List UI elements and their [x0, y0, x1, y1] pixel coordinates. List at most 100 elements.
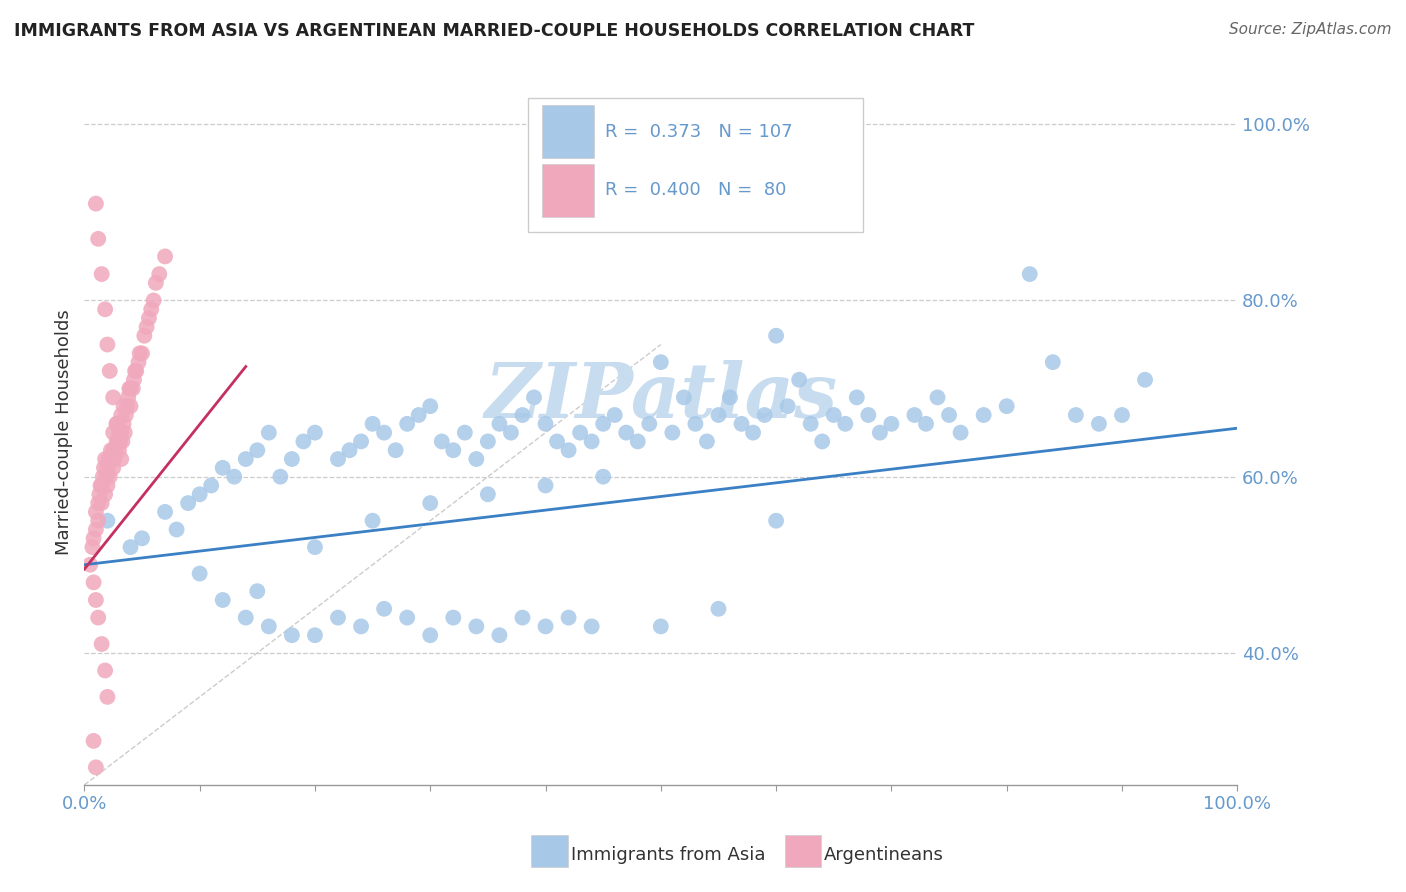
Point [100, 443, 122, 458]
Point [441, 443, 464, 458]
Point [384, 443, 406, 458]
Point [534, 478, 557, 492]
Point [131, 346, 153, 360]
Point [96, 460, 118, 475]
Point [142, 293, 165, 308]
Text: R =  0.400   N =  80: R = 0.400 N = 80 [606, 181, 787, 199]
Point [419, 628, 441, 642]
Point [235, 452, 257, 467]
Point [650, 355, 672, 369]
Point [96, 337, 118, 351]
Point [120, 540, 142, 554]
Point [98, 452, 121, 467]
Point [754, 408, 776, 422]
Point [108, 443, 131, 458]
Point [1088, 417, 1111, 431]
Point [707, 601, 730, 615]
Point [89, 478, 111, 492]
Point [131, 532, 153, 546]
Point [211, 460, 233, 475]
Point [111, 434, 134, 449]
Point [361, 514, 384, 528]
Point [685, 417, 707, 431]
Point [361, 417, 384, 431]
Point [94, 487, 117, 501]
Point [915, 417, 938, 431]
Point [304, 628, 326, 642]
Point [488, 628, 510, 642]
Point [114, 425, 136, 440]
Point [98, 364, 121, 378]
Point [91, 469, 114, 483]
Point [419, 496, 441, 510]
Point [373, 425, 395, 440]
Point [949, 425, 972, 440]
Point [200, 478, 222, 492]
Point [903, 408, 925, 422]
Point [224, 469, 246, 483]
Point [718, 391, 741, 405]
Point [430, 434, 453, 449]
Point [927, 391, 949, 405]
Point [120, 399, 142, 413]
Point [104, 443, 127, 458]
Point [373, 601, 395, 615]
Point [581, 619, 603, 633]
Point [103, 391, 124, 405]
Point [93, 460, 115, 475]
Point [98, 469, 121, 483]
Point [115, 408, 138, 422]
Point [973, 408, 995, 422]
Point [765, 514, 787, 528]
Point [858, 408, 880, 422]
Point [103, 460, 124, 475]
Point [121, 382, 143, 396]
Point [84, 760, 107, 774]
Point [90, 814, 112, 828]
Point [823, 408, 845, 422]
Point [845, 391, 868, 405]
Y-axis label: Married-couple Households: Married-couple Households [55, 310, 73, 556]
Point [408, 408, 430, 422]
Point [110, 425, 132, 440]
Point [627, 434, 650, 449]
Point [96, 690, 118, 704]
Point [128, 346, 150, 360]
Point [811, 434, 834, 449]
Point [672, 391, 695, 405]
Point [246, 584, 269, 599]
Point [396, 417, 419, 431]
Point [350, 619, 373, 633]
Point [800, 417, 823, 431]
Point [84, 523, 107, 537]
Point [112, 399, 135, 413]
Point [89, 487, 111, 501]
Text: Immigrants from Asia: Immigrants from Asia [571, 846, 765, 863]
Point [776, 399, 799, 413]
Point [128, 355, 150, 369]
Text: Argentineans: Argentineans [824, 846, 943, 863]
Point [141, 302, 163, 317]
Point [166, 523, 188, 537]
Point [787, 373, 810, 387]
Point [96, 514, 118, 528]
Point [557, 610, 579, 624]
Point [107, 434, 129, 449]
Point [581, 434, 603, 449]
Point [135, 319, 157, 334]
Point [1064, 408, 1087, 422]
Point [117, 391, 139, 405]
Point [108, 434, 131, 449]
Point [1042, 355, 1064, 369]
Point [105, 417, 128, 431]
Point [465, 619, 488, 633]
Point [94, 302, 117, 317]
FancyBboxPatch shape [543, 105, 593, 158]
Point [83, 532, 105, 546]
Point [454, 425, 477, 440]
Point [177, 496, 200, 510]
Point [118, 382, 141, 396]
Point [569, 425, 592, 440]
Point [94, 664, 117, 678]
Point [592, 469, 614, 483]
